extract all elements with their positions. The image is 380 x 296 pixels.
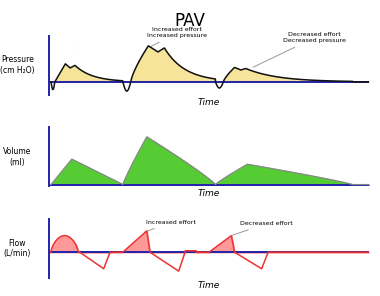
Text: Pressure
(cm H₂O): Pressure (cm H₂O): [0, 55, 35, 75]
Text: Time: Time: [198, 189, 220, 198]
Text: Increased effort: Increased effort: [144, 220, 196, 232]
Text: Volume
(ml): Volume (ml): [3, 147, 32, 167]
Text: PAV: PAV: [174, 12, 206, 30]
Text: Flow
(L/min): Flow (L/min): [4, 239, 31, 258]
Text: Time: Time: [198, 281, 220, 290]
Text: Time: Time: [198, 98, 220, 107]
Text: Decreased effort
Decreased pressure: Decreased effort Decreased pressure: [253, 33, 346, 67]
Text: Increased effort
Increased pressure: Increased effort Increased pressure: [147, 27, 207, 46]
Text: Decreased effort: Decreased effort: [233, 221, 293, 235]
